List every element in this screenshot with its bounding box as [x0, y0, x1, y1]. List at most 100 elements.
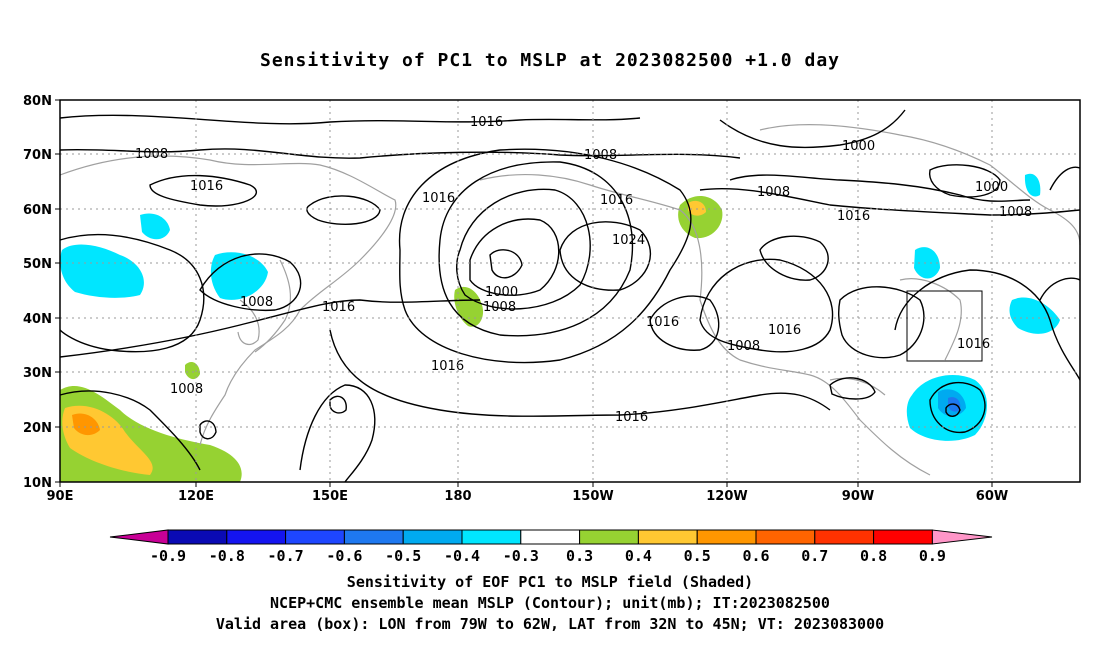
colorbar-label: 0.4	[625, 547, 652, 565]
contour-line	[199, 420, 217, 440]
contour-line	[59, 299, 481, 358]
shade-patch	[210, 252, 268, 300]
colorbar-label: 0.3	[566, 547, 593, 565]
contour-line	[438, 161, 634, 337]
colorbar-swatch	[755, 529, 816, 545]
shade-patch	[72, 413, 100, 436]
contour-label: 1008	[727, 339, 760, 354]
coastlines	[59, 123, 1081, 476]
contour-label: 1016	[190, 179, 223, 194]
contour-line	[649, 295, 720, 351]
colorbar-swatch	[520, 529, 581, 545]
caption-line: Sensitivity of EOF PC1 to MSLP field (Sh…	[346, 573, 754, 591]
contour-line	[59, 114, 641, 125]
contour-line	[1049, 166, 1081, 191]
colorbar-swatch	[343, 529, 404, 545]
contour-line	[829, 377, 876, 400]
contour-label: 1008	[999, 205, 1032, 220]
lon-tick-label: 120W	[706, 489, 747, 504]
colorbar-swatch	[873, 529, 933, 545]
contour-line	[729, 174, 1031, 202]
contour-label: 1016	[422, 191, 455, 206]
contour-label: 1008	[240, 295, 273, 310]
contour-label: 1024	[612, 233, 645, 248]
contour-line	[928, 164, 1001, 198]
colorbar-label: 0.8	[860, 547, 887, 565]
contour-line	[559, 221, 651, 291]
colorbar-label: 0.5	[684, 547, 711, 565]
contour-line	[59, 233, 205, 353]
mslp-contours	[59, 109, 1081, 483]
lon-tick-label: 150E	[312, 489, 348, 504]
lat-tick-label: 80N	[23, 94, 52, 109]
lat-tick-label: 30N	[23, 366, 52, 381]
contour-label: 1000	[975, 180, 1008, 195]
sensitivity-shading	[60, 173, 1060, 482]
colorbar-label: -0.6	[326, 547, 362, 565]
contour-line	[1039, 277, 1081, 301]
contour-label: 1016	[768, 323, 801, 338]
lat-tick-label: 50N	[23, 257, 52, 272]
contour-line	[329, 329, 831, 417]
contour-label: 1016	[615, 410, 648, 425]
lon-tick-label: 60W	[976, 489, 1008, 504]
contour-line	[945, 403, 961, 417]
lon-tick-label: 90W	[842, 489, 874, 504]
contour-line	[456, 188, 591, 310]
lat-tick-label: 10N	[23, 476, 52, 491]
caption-line: NCEP+CMC ensemble mean MSLP (Contour); u…	[270, 594, 830, 612]
contour-label: 1016	[322, 300, 355, 315]
contour-label: 1008	[170, 382, 203, 397]
shade-patch	[60, 244, 144, 298]
contour-line	[759, 235, 829, 281]
lon-tick-label: 150W	[572, 489, 613, 504]
colorbar-swatch	[402, 529, 463, 545]
contour-line	[59, 148, 741, 159]
contour-label: 1016	[431, 359, 464, 374]
lat-tick-label: 60N	[23, 203, 52, 218]
lat-ticks: 80N 70N 60N 50N 40N 30N 20N 10N	[23, 94, 60, 491]
map-frame	[59, 99, 1081, 483]
contour-line	[199, 253, 302, 312]
shade-patch	[1024, 173, 1041, 197]
contour-line	[398, 148, 692, 364]
lat-tick-label: 20N	[23, 421, 52, 436]
lon-tick-label: 180	[444, 489, 471, 504]
shade-patch	[914, 247, 940, 279]
contour-line	[719, 109, 906, 149]
colorbar-swatch	[814, 529, 875, 545]
contour-label: 1016	[837, 209, 870, 224]
valid-area-box	[906, 290, 983, 362]
contour-line	[699, 258, 834, 353]
contour-line	[149, 174, 258, 207]
caption-line: Valid area (box): LON from 79W to 62W, L…	[215, 615, 885, 633]
colorbar-label: -0.3	[503, 547, 539, 565]
contour-line	[699, 187, 1081, 216]
shade-patch	[454, 286, 484, 327]
colorbar-swatch	[461, 529, 522, 545]
contour-line	[299, 384, 376, 483]
colorbar-label: -0.4	[444, 547, 480, 565]
colorbar-label: 0.7	[801, 547, 828, 565]
contour-label: 1016	[957, 337, 990, 352]
colorbar-swatch	[637, 529, 698, 545]
lat-tick-label: 40N	[23, 312, 52, 327]
colorbar-swatch	[579, 529, 639, 545]
contour-line	[837, 286, 925, 359]
contour-label: 1008	[483, 300, 516, 315]
lat-tick-label: 70N	[23, 148, 52, 163]
lon-tick-label: 120E	[178, 489, 214, 504]
colorbar-left-arrow	[109, 529, 169, 545]
plot-title: Sensitivity of PC1 to MSLP at 2023082500…	[259, 50, 840, 71]
shade-patch	[140, 213, 170, 240]
colorbar-swatch	[285, 529, 345, 545]
contour-label: 1008	[757, 185, 790, 200]
contour-label: 1016	[600, 193, 633, 208]
colorbar-label: -0.8	[209, 547, 245, 565]
contour-label: 1000	[485, 285, 518, 300]
contour-label: 1008	[584, 148, 617, 163]
contour-label: 1000	[842, 139, 875, 154]
lon-tick-label: 90E	[47, 489, 74, 504]
colorbar: -0.9 -0.8 -0.7 -0.6 -0.5 -0.4 -0.3 0.3 0.4 0.5 0.6…	[109, 529, 993, 565]
